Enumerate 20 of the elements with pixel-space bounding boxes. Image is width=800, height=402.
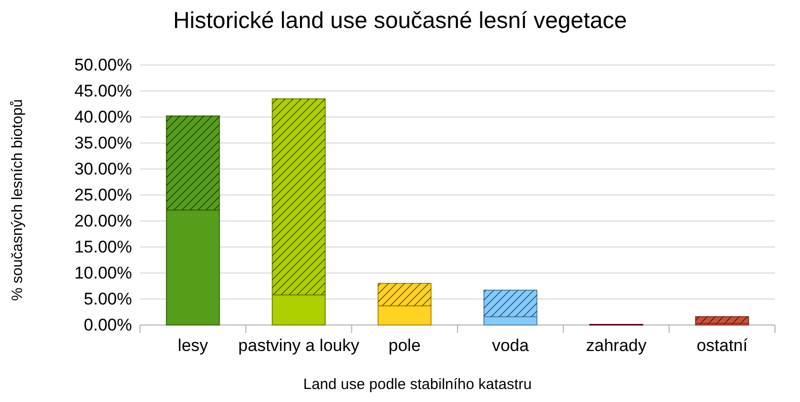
y-axis-title: % současných lesních biotopů <box>9 99 26 301</box>
y-tick-label: 40.00% <box>74 107 132 126</box>
x-tick-label: lesy <box>178 336 209 356</box>
y-tick-label: 0.00% <box>84 315 132 334</box>
y-tick-label: 15.00% <box>74 237 132 256</box>
x-tick-label: voda <box>492 336 530 356</box>
y-tick-label: 45.00% <box>74 81 132 100</box>
y-tick-label: 25.00% <box>74 185 132 204</box>
y-tick-label: 35.00% <box>74 133 132 152</box>
y-tick-label: 10.00% <box>74 263 132 282</box>
chart-title: Historické land use současné lesní vegetace <box>173 7 627 33</box>
x-tick-label: ostatní <box>696 336 748 356</box>
x-axis-title: Land use podle stabilního katastru <box>303 376 532 393</box>
y-tick-label: 30.00% <box>74 159 132 178</box>
y-tick-label: 50.00% <box>74 55 132 74</box>
y-tick-label: 20.00% <box>74 211 132 230</box>
x-tick-label: pole <box>388 336 421 356</box>
x-tick-label: pastviny a louky <box>238 336 360 356</box>
x-tick-label: zahrady <box>586 336 647 356</box>
y-tick-label: 5.00% <box>84 289 132 308</box>
